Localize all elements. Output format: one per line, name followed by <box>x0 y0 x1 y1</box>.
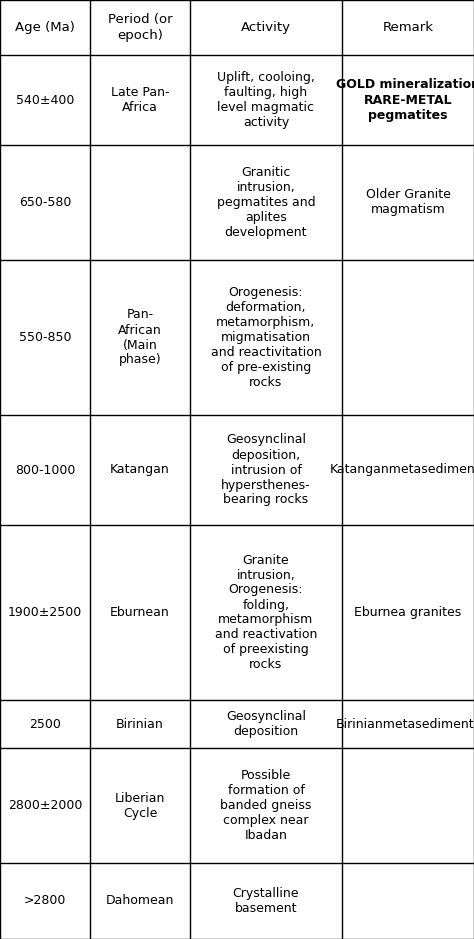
Text: Katanganmetasediments: Katanganmetasediments <box>329 464 474 476</box>
Text: Geosynclinal
deposition,
intrusion of
hypersthenes-
bearing rocks: Geosynclinal deposition, intrusion of hy… <box>221 434 311 506</box>
Text: Eburnean: Eburnean <box>110 606 170 619</box>
Text: Geosynclinal
deposition: Geosynclinal deposition <box>226 710 306 738</box>
Text: Eburnea granites: Eburnea granites <box>355 606 462 619</box>
Text: Liberian
Cycle: Liberian Cycle <box>115 792 165 820</box>
Text: GOLD mineralization
RARE-METAL
pegmatites: GOLD mineralization RARE-METAL pegmatite… <box>336 79 474 121</box>
Text: 800-1000: 800-1000 <box>15 464 75 476</box>
Text: Granitic
intrusion,
pegmatites and
aplites
development: Granitic intrusion, pegmatites and aplit… <box>217 166 315 239</box>
Text: Birinian: Birinian <box>116 717 164 731</box>
Text: 2500: 2500 <box>29 717 61 731</box>
Text: Pan-
African
(Main
phase): Pan- African (Main phase) <box>118 309 162 366</box>
Text: Remark: Remark <box>383 21 434 34</box>
Text: Birinianmetasediments: Birinianmetasediments <box>336 717 474 731</box>
Text: Activity: Activity <box>241 21 291 34</box>
Text: Crystalline
basement: Crystalline basement <box>233 887 299 915</box>
Text: 550-850: 550-850 <box>19 331 71 344</box>
Text: Late Pan-
Africa: Late Pan- Africa <box>111 86 169 114</box>
Text: >2800: >2800 <box>24 895 66 907</box>
Text: Dahomean: Dahomean <box>106 895 174 907</box>
Text: Older Granite
magmatism: Older Granite magmatism <box>365 189 450 217</box>
Text: Possible
formation of
banded gneiss
complex near
Ibadan: Possible formation of banded gneiss comp… <box>220 769 312 842</box>
Text: 540±400: 540±400 <box>16 94 74 106</box>
Text: 2800±2000: 2800±2000 <box>8 799 82 812</box>
Text: Age (Ma): Age (Ma) <box>15 21 75 34</box>
Text: 1900±2500: 1900±2500 <box>8 606 82 619</box>
Text: Period (or
epoch): Period (or epoch) <box>108 13 173 41</box>
Text: Uplift, cooloing,
faulting, high
level magmatic
activity: Uplift, cooloing, faulting, high level m… <box>217 71 315 129</box>
Text: Granite
intrusion,
Orogenesis:
folding,
metamorphism
and reactivation
of preexis: Granite intrusion, Orogenesis: folding, … <box>215 553 317 671</box>
Text: Katangan: Katangan <box>110 464 170 476</box>
Text: Orogenesis:
deformation,
metamorphism,
migmatisation
and reactivitation
of pre-e: Orogenesis: deformation, metamorphism, m… <box>210 286 321 389</box>
Text: 650-580: 650-580 <box>19 196 71 209</box>
